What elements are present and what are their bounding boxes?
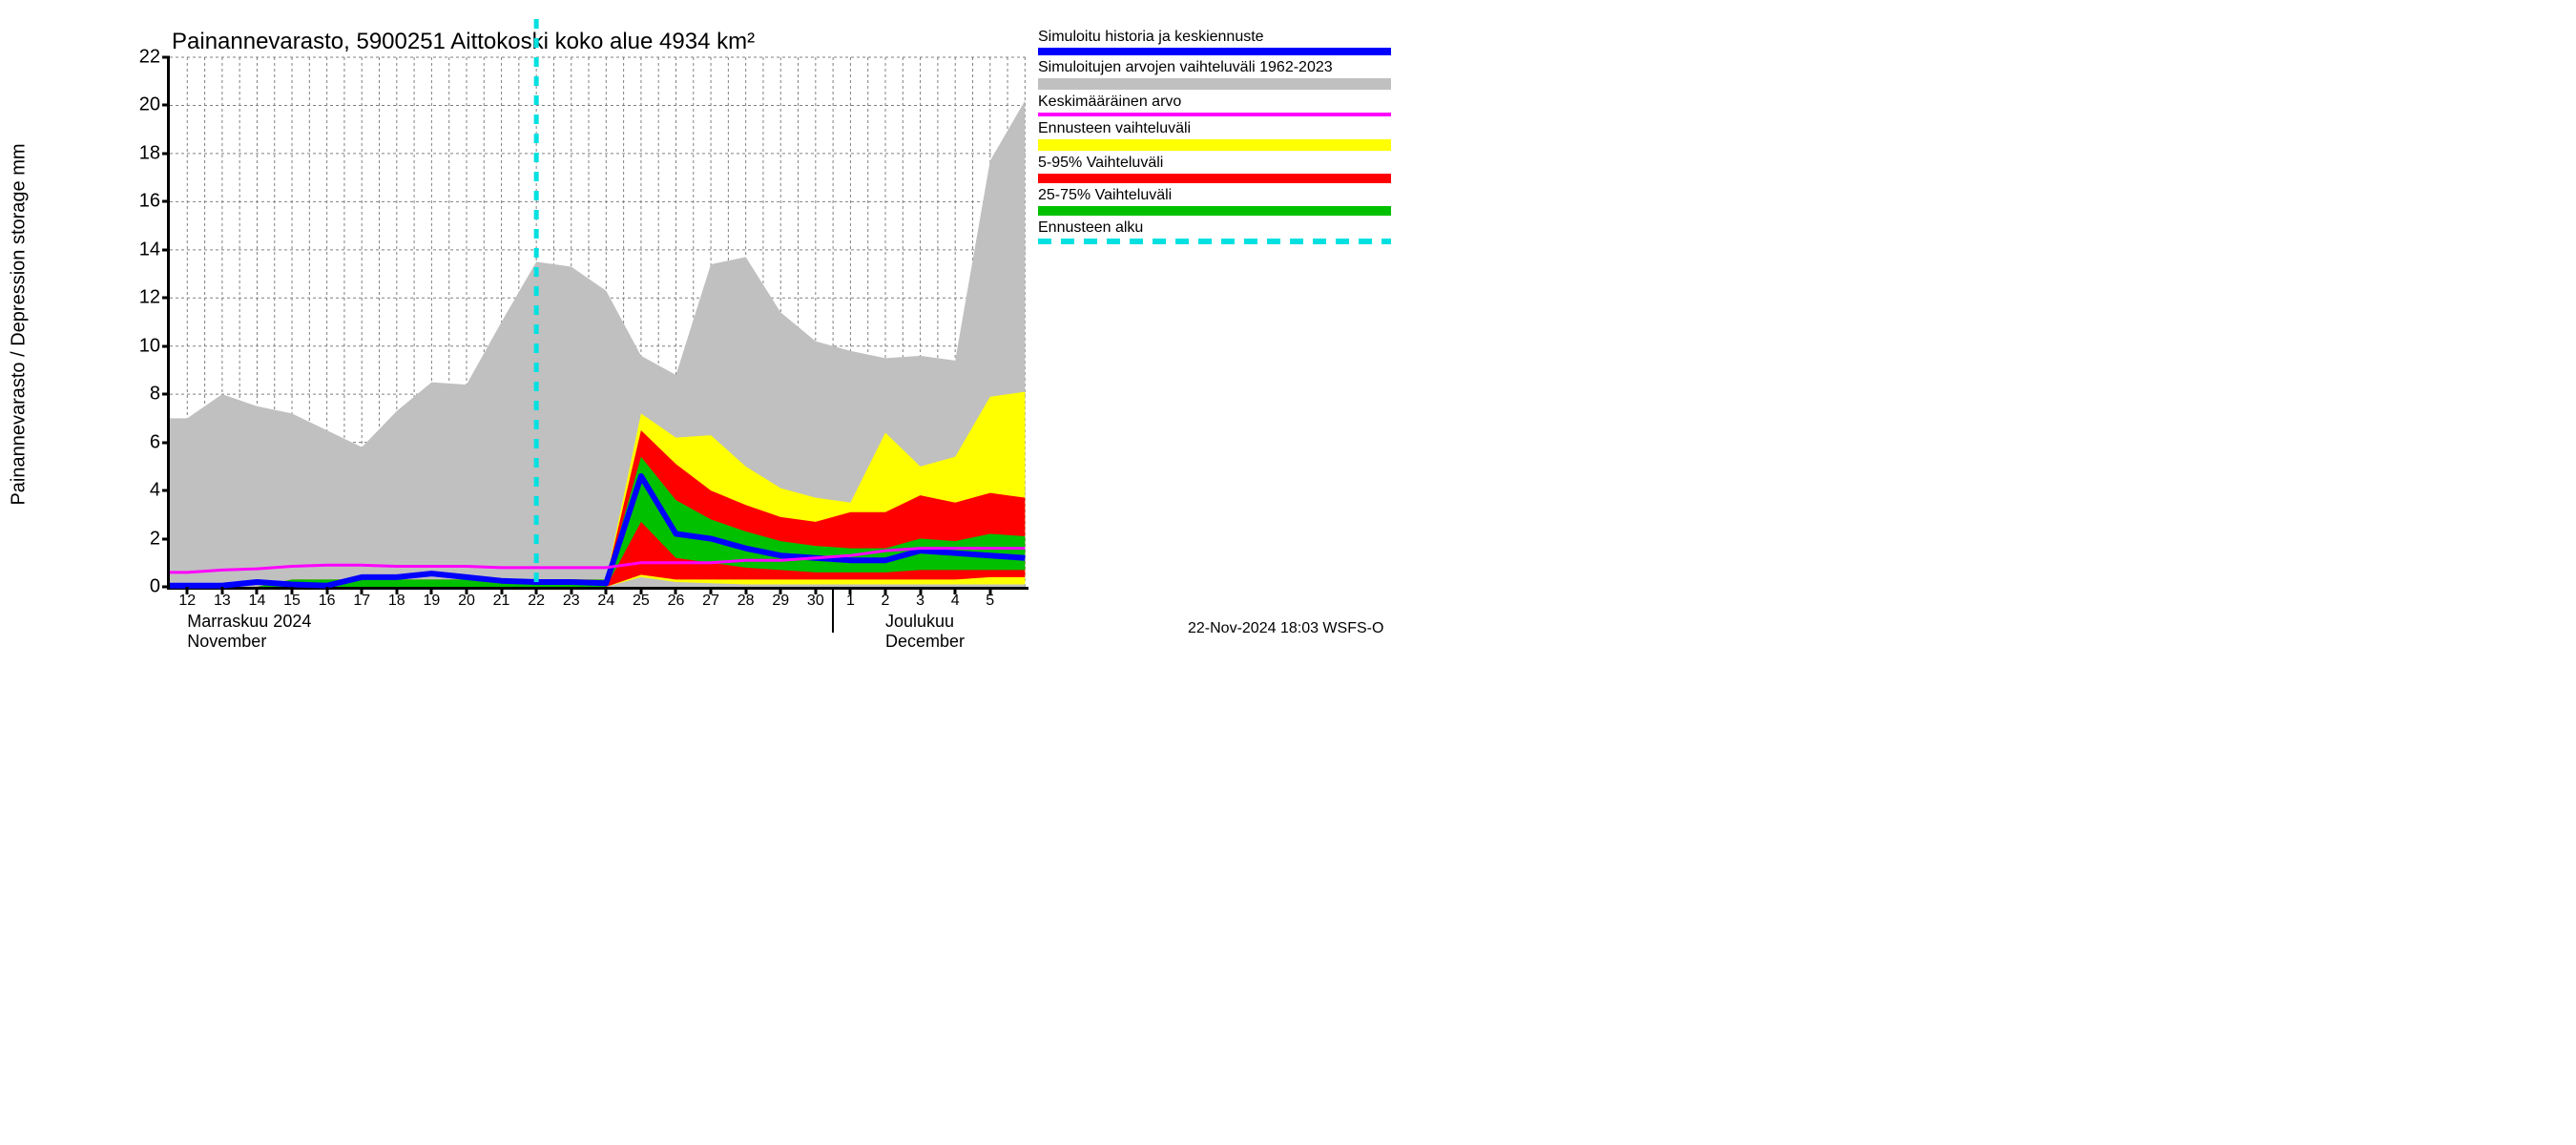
y-tick-mark [162, 56, 170, 59]
legend-swatch [1038, 174, 1391, 183]
legend-swatch [1038, 78, 1391, 90]
plot-area: 0246810121416182022121314151617181920212… [167, 57, 1028, 590]
x-tick-mark [220, 587, 223, 594]
legend-label: Ennusteen alku [1038, 219, 1391, 237]
x-tick-mark [186, 587, 189, 594]
legend-label: Simuloitu historia ja keskiennuste [1038, 29, 1391, 46]
legend-item: Simuloitujen arvojen vaihteluväli 1962-2… [1038, 59, 1391, 90]
chart-container: Painannevarasto / Depression storage mm … [0, 0, 1431, 649]
x-tick-mark [744, 587, 747, 594]
legend-item: 25-75% Vaihteluväli [1038, 187, 1391, 216]
legend-swatch [1038, 48, 1391, 55]
x-tick-mark [361, 587, 364, 594]
x-tick-mark [256, 587, 259, 594]
x-tick-mark [814, 587, 817, 594]
month-separator [832, 587, 834, 633]
y-tick-mark [162, 537, 170, 540]
x-tick-mark [710, 587, 713, 594]
legend-label: Keskimääräinen arvo [1038, 94, 1391, 111]
x-tick-mark [395, 587, 398, 594]
y-tick-mark [162, 344, 170, 347]
y-axis-label: Painannevarasto / Depression storage mm [9, 143, 31, 505]
x-tick-mark [884, 587, 887, 594]
legend-label: Simuloitujen arvojen vaihteluväli 1962-2… [1038, 59, 1391, 76]
legend-label: 5-95% Vaihteluväli [1038, 155, 1391, 172]
legend-label: Ennusteen vaihteluväli [1038, 120, 1391, 137]
x-tick-mark [954, 587, 957, 594]
legend-item: Ennusteen alku [1038, 219, 1391, 244]
y-tick-mark [162, 152, 170, 155]
legend-label: 25-75% Vaihteluväli [1038, 187, 1391, 204]
x-tick-mark [570, 587, 572, 594]
x-tick-mark [430, 587, 433, 594]
y-tick-mark [162, 489, 170, 492]
x-tick-mark [675, 587, 677, 594]
legend-swatch [1038, 239, 1391, 244]
month-label: Marraskuu 2024November [187, 612, 311, 652]
x-tick-mark [325, 587, 328, 594]
legend-item: Simuloitu historia ja keskiennuste [1038, 29, 1391, 55]
x-tick-mark [849, 587, 852, 594]
x-tick-mark [639, 587, 642, 594]
x-tick-mark [988, 587, 991, 594]
x-tick-mark [465, 587, 467, 594]
legend-item: 5-95% Vaihteluväli [1038, 155, 1391, 183]
legend-item: Ennusteen vaihteluväli [1038, 120, 1391, 151]
y-tick-mark [162, 393, 170, 396]
x-tick-mark [535, 587, 538, 594]
x-tick-mark [500, 587, 503, 594]
legend-swatch [1038, 206, 1391, 216]
x-tick-mark [779, 587, 782, 594]
legend-item: Keskimääräinen arvo [1038, 94, 1391, 116]
x-tick-mark [291, 587, 294, 594]
legend-swatch [1038, 139, 1391, 151]
timestamp-label: 22-Nov-2024 18:03 WSFS-O [1188, 620, 1383, 637]
legend-swatch [1038, 113, 1391, 116]
y-tick-mark [162, 586, 170, 589]
y-tick-mark [162, 104, 170, 107]
legend: Simuloitu historia ja keskiennuste Simulo… [1038, 29, 1391, 248]
y-tick-mark [162, 297, 170, 300]
x-tick-mark [605, 587, 608, 594]
plot-svg [170, 57, 1028, 587]
y-tick-mark [162, 248, 170, 251]
month-label: JoulukuuDecember [885, 612, 965, 652]
y-tick-mark [162, 441, 170, 444]
y-tick-mark [162, 200, 170, 203]
chart-title: Painannevarasto, 5900251 Aittokoski koko… [172, 29, 755, 55]
x-tick-mark [919, 587, 922, 594]
